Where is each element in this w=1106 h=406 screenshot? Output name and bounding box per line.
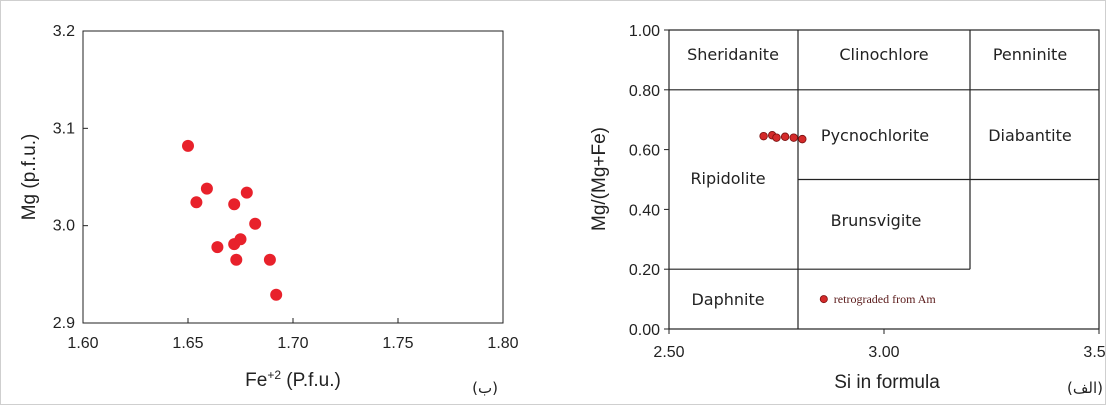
right-xtick-label: 2.50 — [653, 344, 684, 361]
left-xtick-label: 1.75 — [382, 335, 413, 352]
left-xtick-label: 1.65 — [172, 335, 203, 352]
region-sheridanite: Sheridanite — [687, 45, 779, 64]
left-data-point — [230, 253, 243, 266]
right-ytick-label: 0.00 — [629, 322, 660, 339]
right-xlabel: Si in formula — [834, 372, 940, 393]
right-data-point — [789, 133, 798, 142]
left-data-point — [211, 241, 224, 254]
left-data-point — [249, 217, 262, 230]
left-xlabel: Fe+2 (P.f.u.) — [245, 368, 341, 391]
right-panel: 0.00 0.20 0.40 0.60 0.80 1.00 2.50 3.00 3.50 Sh… — [589, 23, 1106, 397]
left-ytick-label: 3.0 — [53, 218, 75, 235]
left-xticks: 1.60 1.65 1.70 1.75 1.80 — [67, 318, 519, 352]
left-data-point — [270, 288, 283, 301]
right-data-point — [798, 134, 807, 144]
right-data-point — [772, 133, 781, 142]
right-ytick-label: 0.20 — [629, 262, 660, 279]
left-data-point — [182, 139, 194, 152]
right-data-point — [759, 131, 768, 141]
left-ytick-label: 3.2 — [53, 23, 75, 40]
region-daphnite: Daphnite — [691, 290, 764, 309]
left-data-point — [234, 233, 247, 246]
left-ylabel: Mg (p.f.u.) — [19, 134, 40, 221]
left-data-point — [263, 253, 276, 266]
right-xtick-label: 3.00 — [868, 344, 899, 361]
left-panel: 2.9 3.0 3.1 3.2 1.60 1.65 1.70 1.75 1.80 Mg (p.… — [19, 23, 519, 397]
left-panel-label: (ب) — [472, 379, 498, 397]
right-yticks: 0.00 0.20 0.40 0.60 0.80 1.00 — [629, 23, 669, 339]
region-diabantite: Diabantite — [988, 126, 1072, 145]
right-ytick-label: 0.60 — [629, 143, 660, 160]
right-ytick-label: 0.40 — [629, 202, 660, 219]
region-brunsvigite: Brunsvigite — [831, 211, 922, 230]
left-xtick-label: 1.60 — [67, 335, 98, 352]
right-region-boundaries — [669, 30, 1099, 329]
right-xtick-label: 3.50 — [1083, 344, 1106, 361]
right-ytick-label: 0.80 — [629, 83, 660, 100]
left-xtick-label: 1.70 — [277, 335, 308, 352]
legend-marker — [819, 295, 828, 304]
right-xticks: 2.50 3.00 3.50 — [653, 329, 1106, 361]
right-data-point — [780, 132, 790, 141]
left-data-point — [190, 196, 203, 209]
left-data-point — [200, 182, 213, 195]
right-panel-label: (الف) — [1067, 379, 1103, 397]
legend-label: retrograded from Am — [834, 292, 937, 306]
right-ytick-label: 1.00 — [629, 23, 660, 40]
left-ytick-label: 3.1 — [53, 120, 75, 137]
left-yticks: 2.9 3.0 3.1 3.2 — [53, 23, 88, 332]
region-pycnochlorite: Pycnochlorite — [821, 126, 929, 145]
right-points — [759, 131, 807, 144]
left-points — [182, 139, 283, 301]
left-data-point — [228, 198, 241, 211]
region-clinochlore: Clinochlore — [839, 45, 928, 64]
left-xtick-label: 1.80 — [487, 335, 518, 352]
right-ylabel: Mg/(Mg+Fe) — [589, 127, 610, 231]
region-ripidolite: Ripidolite — [690, 169, 765, 188]
region-penninite: Penninite — [993, 45, 1067, 64]
left-data-point — [240, 186, 253, 199]
left-ytick-label: 2.9 — [53, 315, 75, 332]
left-plot-frame — [82, 30, 504, 324]
